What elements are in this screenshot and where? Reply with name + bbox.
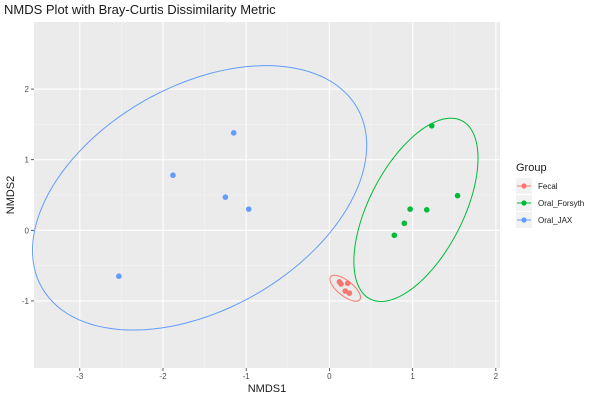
x-tick-label: 1 <box>410 372 415 381</box>
point-oral-forsyth <box>454 192 461 199</box>
point-fecal <box>344 280 351 287</box>
legend: Group Fecal Oral_Forsyth Oral_JAX <box>516 162 584 228</box>
point-oral-forsyth <box>401 220 408 227</box>
point-fecal <box>346 290 353 296</box>
point-fecal <box>338 281 344 287</box>
point-oral-forsyth <box>391 232 398 239</box>
point-oral-jax <box>245 206 252 212</box>
x-axis-title: NMDS1 <box>248 383 287 395</box>
legend-marker-oral-jax <box>521 217 527 223</box>
y-axis-title: NMDS2 <box>5 176 17 215</box>
x-tick-label: -1 <box>243 372 251 381</box>
point-oral-forsyth <box>407 206 413 212</box>
point-oral-forsyth <box>423 207 430 213</box>
legend-title: Group <box>516 162 547 174</box>
data-points <box>116 123 461 296</box>
point-oral-forsyth <box>428 123 435 129</box>
point-oral-jax <box>116 273 122 280</box>
x-tick-label: -3 <box>76 372 84 381</box>
y-tick-label: 2 <box>25 85 30 94</box>
point-oral-jax <box>170 172 176 179</box>
point-oral-jax <box>222 194 229 200</box>
x-axis: -3 -2 -1 0 1 2 <box>76 368 499 381</box>
y-tick-label: 1 <box>25 156 30 165</box>
legend-marker-fecal <box>521 183 527 189</box>
y-tick-label: -1 <box>22 297 30 306</box>
legend-label-oral-forsyth: Oral_Forsyth <box>538 199 584 208</box>
major-gridlines <box>34 22 500 368</box>
legend-label-oral-jax: Oral_JAX <box>538 216 573 225</box>
group-ellipses <box>32 65 479 331</box>
y-tick-label: 0 <box>25 226 30 235</box>
point-oral-jax <box>230 130 237 136</box>
legend-marker-oral-forsyth <box>521 200 527 206</box>
ellipse-oral-forsyth <box>353 117 479 302</box>
x-tick-label: 0 <box>327 372 332 381</box>
point-fecal <box>342 288 349 294</box>
x-tick-label: -2 <box>159 372 167 381</box>
y-axis: -1 0 1 2 <box>22 85 34 306</box>
ellipse-fecal <box>329 274 362 302</box>
x-tick-label: 2 <box>494 372 499 381</box>
minor-gridlines <box>34 22 500 368</box>
ellipse-oral-jax <box>32 65 368 331</box>
chart-title: NMDS Plot with Bray-Curtis Dissimilarity… <box>4 2 276 17</box>
legend-label-fecal: Fecal <box>538 182 558 191</box>
